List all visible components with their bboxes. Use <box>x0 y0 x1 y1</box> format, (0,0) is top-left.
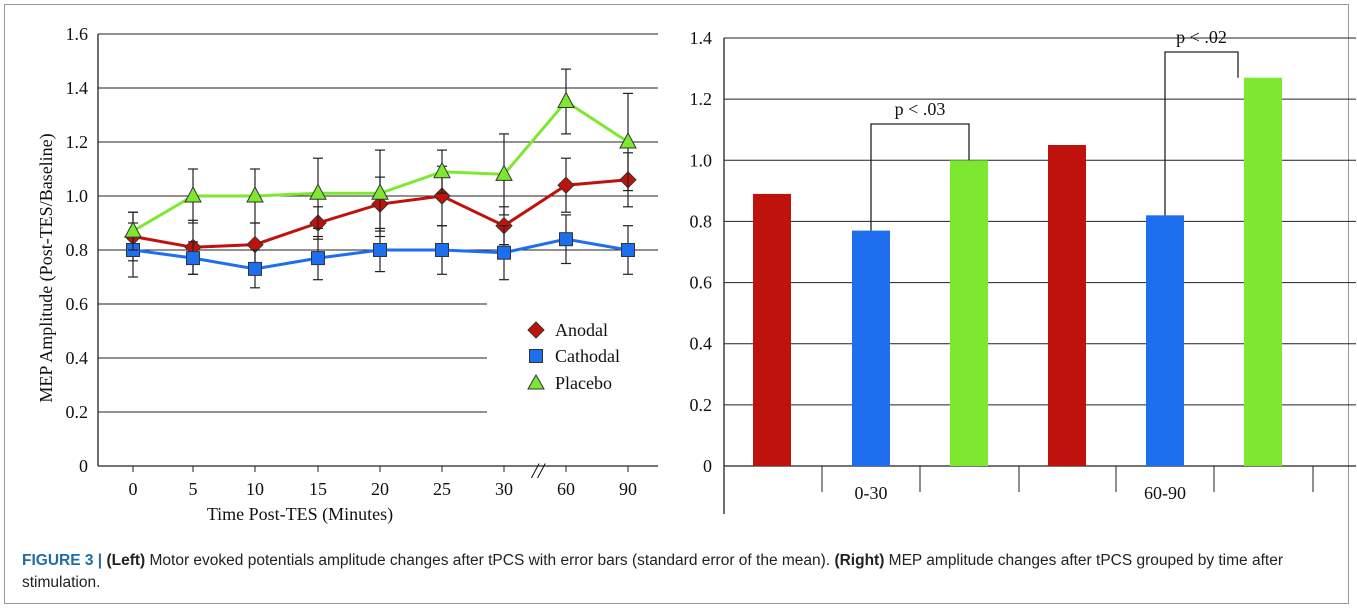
significance-label: p < .03 <box>895 99 946 119</box>
legend-marker <box>529 349 543 363</box>
bar <box>753 193 791 466</box>
left-y-tick: 0 <box>79 456 88 476</box>
data-point <box>184 185 202 203</box>
left-y-tick-labels: 0 0.2 0.4 0.6 0.8 1.0 1.2 1.4 1.6 <box>66 24 89 476</box>
left-x-tick: 60 <box>557 479 575 499</box>
left-y-tick: 1.4 <box>66 78 89 98</box>
right-y-tick: 0.8 <box>690 211 713 231</box>
bar <box>1048 145 1086 466</box>
left-x-tick: 15 <box>309 479 327 499</box>
left-y-tick: 1.6 <box>66 24 89 44</box>
significance-bracket <box>1164 51 1239 216</box>
data-point <box>309 183 327 200</box>
data-point <box>124 221 142 238</box>
right-y-tick: 1.0 <box>690 150 713 170</box>
data-point <box>557 176 575 194</box>
bar <box>1146 215 1184 466</box>
left-x-tick: 90 <box>619 479 637 499</box>
left-x-axis-label: Time Post-TES (Minutes) <box>207 504 393 525</box>
left-axes <box>97 34 658 472</box>
figure-frame <box>4 4 1349 604</box>
right-significance-annotations: p < .03 p < .02 <box>870 27 1239 231</box>
left-y-tick: 1.0 <box>66 186 89 206</box>
right-y-tick: 0.2 <box>690 395 713 415</box>
left-x-tick: 5 <box>189 479 198 499</box>
data-point <box>559 232 573 247</box>
right-x-tick: 0-30 <box>855 483 888 503</box>
left-x-tick: 25 <box>433 479 451 499</box>
left-x-tick: 10 <box>246 479 264 499</box>
right-y-tick: 0.4 <box>690 334 713 354</box>
caption-left-text: Motor evoked potentials amplitude change… <box>145 552 835 569</box>
data-point <box>371 183 389 200</box>
left-x-tick: 30 <box>495 479 513 499</box>
right-y-tick: 1.4 <box>690 28 713 48</box>
legend-marker <box>527 373 545 390</box>
legend-label: Placebo <box>555 373 612 393</box>
left-y-axis-label: MEP Amplitude (Post-TES/Baseline) <box>36 133 57 402</box>
left-y-tick: 0.6 <box>66 294 89 314</box>
left-y-tick: 0.4 <box>66 348 89 368</box>
left-y-tick: 1.2 <box>66 132 89 152</box>
caption-figure-label: FIGURE 3 | <box>22 552 103 569</box>
left-x-tick-labels: 0 5 10 15 20 25 30 60 90 <box>129 479 638 499</box>
data-point <box>373 243 387 257</box>
data-point <box>557 91 575 108</box>
data-point <box>311 251 325 266</box>
data-point <box>621 243 635 257</box>
right-y-tick: 0 <box>703 456 712 476</box>
left-series <box>124 68 637 289</box>
data-point <box>246 185 264 203</box>
significance-bracket <box>870 123 970 231</box>
data-point <box>433 161 451 179</box>
left-legend: Anodal Cathodal Placebo <box>527 320 620 393</box>
caption-right-text: MEP amplitude changes after tPCS grouped… <box>22 552 1283 591</box>
left-y-tick: 0.8 <box>66 240 89 260</box>
data-point <box>495 164 513 181</box>
legend-label: Anodal <box>555 320 608 340</box>
data-point <box>619 131 637 149</box>
right-bar-chart: 0 0.2 0.4 0.6 0.8 1.0 1.2 1.4 0-30 60-90 p < .03… <box>690 27 1356 514</box>
right-y-tick-labels: 0 0.2 0.4 0.6 0.8 1.0 1.2 1.4 <box>690 28 713 476</box>
series-cathodal <box>126 214 635 289</box>
bar <box>852 230 890 466</box>
right-y-tick: 1.2 <box>690 89 713 109</box>
left-x-tick: 0 <box>129 479 138 499</box>
data-point <box>186 251 200 266</box>
bar <box>950 160 988 467</box>
caption-right-tag: (Right) <box>834 552 885 569</box>
figure-caption: FIGURE 3 | (Left) Motor evoked potential… <box>22 550 1332 594</box>
left-x-tick: 20 <box>371 479 389 499</box>
data-point <box>497 245 511 260</box>
left-axis-break: // <box>530 458 546 483</box>
left-y-tick: 0.2 <box>66 402 89 422</box>
right-y-tick: 0.6 <box>690 273 713 293</box>
right-x-tick: 60-90 <box>1144 483 1186 503</box>
data-point <box>435 243 449 257</box>
right-bars <box>753 77 1282 467</box>
right-x-tick-labels: 0-30 60-90 <box>855 483 1187 503</box>
legend-marker <box>527 321 545 339</box>
caption-left-tag: (Left) <box>106 552 146 569</box>
significance-label: p < .02 <box>1176 27 1227 47</box>
data-point <box>248 261 262 276</box>
bar <box>1244 77 1282 466</box>
legend-label: Cathodal <box>555 346 620 366</box>
left-line-chart: 0 0.2 0.4 0.6 0.8 1.0 1.2 1.4 1.6 0 5 10 15 20 25 30 60… <box>36 24 658 525</box>
data-point <box>433 187 451 205</box>
series-placebo <box>124 68 637 251</box>
